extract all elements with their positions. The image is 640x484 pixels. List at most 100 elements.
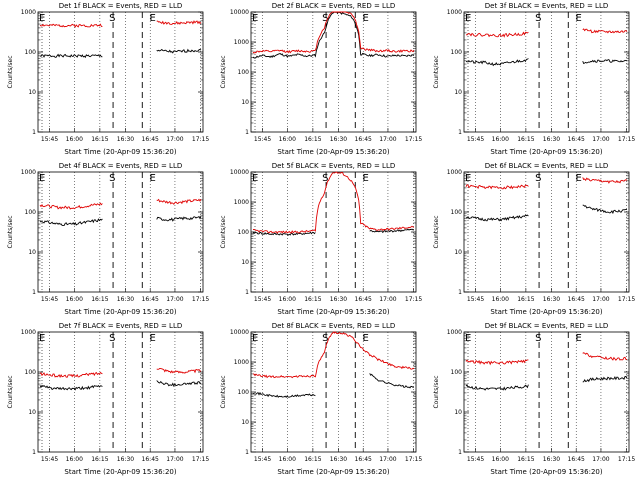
series-line-lld xyxy=(465,177,628,190)
marker-label-e: E xyxy=(465,173,471,184)
marker-label-e: E xyxy=(252,173,258,184)
y-axis-label: Counts/sec xyxy=(7,215,14,248)
y-tick-label: 100 xyxy=(25,49,37,56)
x-axis-label: Start Time (20-Apr-09 15:36:20) xyxy=(277,468,389,476)
x-tick-label: 16:00 xyxy=(492,456,509,463)
x-tick-label: 17:00 xyxy=(592,456,609,463)
chart-panel: Det 2f BLACK = Events, RED = LLD Counts/s… xyxy=(213,0,426,164)
x-tick-label: 16:15 xyxy=(304,136,321,143)
x-tick-label: 16:15 xyxy=(91,296,108,303)
marker-label-e: E xyxy=(252,333,258,344)
marker-label-e: E xyxy=(363,333,369,344)
y-axis-label: Counts/sec xyxy=(433,215,440,248)
series-line-events xyxy=(39,48,202,59)
x-tick-label: 16:30 xyxy=(330,136,347,143)
plot-frame xyxy=(463,331,630,453)
plot-frame xyxy=(250,11,417,133)
chart-panel: Det 1f BLACK = Events, RED = LLD Counts/s… xyxy=(0,0,213,164)
x-tick-label: 15:45 xyxy=(467,296,484,303)
x-tick-label: 16:00 xyxy=(492,136,509,143)
x-tick-label: 16:45 xyxy=(355,296,372,303)
marker-label-e: E xyxy=(39,13,45,24)
y-tick-label: 1 xyxy=(32,449,36,456)
marker-label-s: S xyxy=(535,13,541,24)
x-tick-label: 16:30 xyxy=(330,456,347,463)
y-tick-label: 1000 xyxy=(21,169,36,176)
x-tick-label: 16:30 xyxy=(330,296,347,303)
x-tick-label: 17:15 xyxy=(405,296,422,303)
marker-label-s: S xyxy=(322,333,328,344)
x-tick-label: 17:15 xyxy=(405,136,422,143)
marker-label-e: E xyxy=(465,333,471,344)
x-tick-label: 15:45 xyxy=(467,136,484,143)
x-axis-label: Start Time (20-Apr-09 15:36:20) xyxy=(490,468,602,476)
marker-label-e: E xyxy=(465,13,471,24)
y-tick-label: 100 xyxy=(238,69,250,76)
x-tick-label: 16:15 xyxy=(517,136,534,143)
y-tick-label: 10 xyxy=(28,249,36,256)
x-tick-label: 16:15 xyxy=(91,456,108,463)
y-tick-label: 1 xyxy=(32,289,36,296)
x-tick-label: 17:00 xyxy=(592,136,609,143)
x-tick-label: 16:45 xyxy=(568,296,585,303)
y-tick-label: 1000 xyxy=(234,359,249,366)
x-tick-label: 16:15 xyxy=(517,296,534,303)
y-tick-label: 1000 xyxy=(447,329,462,336)
plot-frame xyxy=(37,331,204,453)
y-tick-label: 1000 xyxy=(21,9,36,16)
series-line-events xyxy=(252,228,415,236)
lightcurve-chart: Det 6f BLACK = Events, RED = LLD Counts/s… xyxy=(433,162,635,316)
y-tick-label: 100 xyxy=(238,229,250,236)
x-tick-label: 16:15 xyxy=(304,456,321,463)
x-tick-label: 16:00 xyxy=(66,136,83,143)
lightcurve-chart: Det 5f BLACK = Events, RED = LLD Counts/s… xyxy=(220,162,422,316)
x-axis-label: Start Time (20-Apr-09 15:36:20) xyxy=(277,308,389,316)
y-tick-label: 10 xyxy=(28,409,36,416)
x-tick-label: 16:45 xyxy=(355,456,372,463)
y-tick-label: 1 xyxy=(245,449,249,456)
y-tick-label: 10000 xyxy=(230,329,249,336)
y-tick-label: 1000 xyxy=(21,329,36,336)
x-tick-label: 16:15 xyxy=(304,296,321,303)
x-tick-label: 16:45 xyxy=(142,136,159,143)
x-tick-label: 17:15 xyxy=(192,136,209,143)
chart-panel: Det 9f BLACK = Events, RED = LLD Counts/s… xyxy=(426,320,639,484)
plot-frame xyxy=(463,11,630,133)
x-tick-label: 17:00 xyxy=(166,296,183,303)
marker-label-e: E xyxy=(150,13,156,24)
plot-frame xyxy=(250,331,417,453)
x-tick-label: 15:45 xyxy=(254,296,271,303)
x-tick-label: 17:15 xyxy=(618,296,635,303)
x-axis-label: Start Time (20-Apr-09 15:36:20) xyxy=(64,468,176,476)
x-tick-label: 15:45 xyxy=(254,136,271,143)
y-tick-label: 1 xyxy=(458,129,462,136)
chart-panel: Det 3f BLACK = Events, RED = LLD Counts/s… xyxy=(426,0,639,164)
y-axis-label: Counts/sec xyxy=(7,55,14,88)
chart-panel: Det 5f BLACK = Events, RED = LLD Counts/s… xyxy=(213,160,426,324)
lightcurve-chart: Det 8f BLACK = Events, RED = LLD Counts/s… xyxy=(220,322,422,476)
y-tick-label: 100 xyxy=(25,369,37,376)
y-tick-label: 10 xyxy=(241,99,249,106)
x-axis-label: Start Time (20-Apr-09 15:36:20) xyxy=(64,308,176,316)
y-tick-label: 100 xyxy=(238,389,250,396)
x-tick-label: 17:15 xyxy=(618,136,635,143)
series-line-events xyxy=(39,380,202,391)
y-tick-label: 1 xyxy=(458,289,462,296)
x-tick-label: 16:15 xyxy=(91,136,108,143)
x-tick-label: 16:30 xyxy=(543,296,560,303)
y-tick-label: 1 xyxy=(458,449,462,456)
x-tick-label: 15:45 xyxy=(254,456,271,463)
lightcurve-chart: Det 4f BLACK = Events, RED = LLD Counts/s… xyxy=(7,162,209,316)
plot-frame xyxy=(463,171,630,293)
chart-title: Det 8f BLACK = Events, RED = LLD xyxy=(272,322,395,330)
series-line-lld xyxy=(252,331,415,379)
y-axis-label: Counts/sec xyxy=(433,55,440,88)
x-tick-label: 17:15 xyxy=(618,456,635,463)
marker-label-e: E xyxy=(39,333,45,344)
y-axis-label: Counts/sec xyxy=(220,375,227,408)
x-tick-label: 16:30 xyxy=(117,456,134,463)
series-line-lld xyxy=(39,368,202,379)
x-axis-label: Start Time (20-Apr-09 15:36:20) xyxy=(64,148,176,156)
x-tick-label: 16:00 xyxy=(279,456,296,463)
y-axis-label: Counts/sec xyxy=(7,375,14,408)
